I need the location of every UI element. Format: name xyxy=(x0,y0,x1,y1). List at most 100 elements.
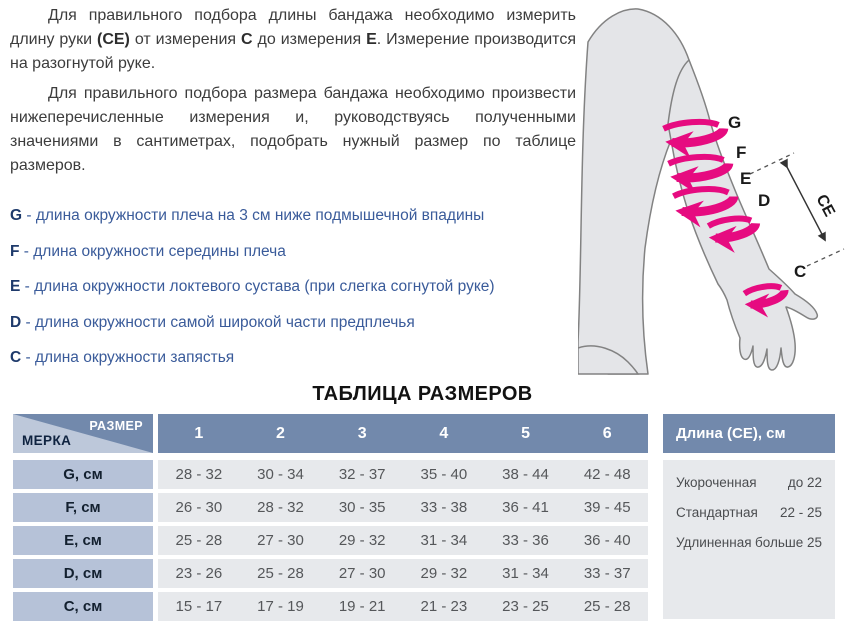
length-row-value: 22 - 25 xyxy=(779,505,822,520)
length-row-label: Стандартная xyxy=(676,505,758,520)
measurement-item-g: G - длина окружности плеча на 3 см ниже … xyxy=(10,205,576,226)
row-label-g: G, см xyxy=(13,460,153,489)
measurement-letter: F xyxy=(10,242,20,260)
cell: 17 - 19 xyxy=(257,598,304,615)
cell: 27 - 30 xyxy=(257,532,304,549)
cell: 31 - 34 xyxy=(502,565,549,582)
measurement-letter: C xyxy=(10,349,22,366)
cell: 29 - 32 xyxy=(420,565,468,582)
size-column-2: 2 xyxy=(276,424,285,442)
measurement-ring-e xyxy=(672,186,739,228)
size-column-6: 6 xyxy=(602,424,612,442)
cell: 25 - 28 xyxy=(583,598,631,615)
ring-label-e: E xyxy=(740,169,751,188)
measurement-list: G - длина окружности плеча на 3 см ниже … xyxy=(10,205,576,368)
intro-p1-text4: . Измерение производится на разогнутой р… xyxy=(10,31,576,72)
table-corner-cell: РАЗМЕР МЕРКА xyxy=(13,414,153,453)
cell: 39 - 45 xyxy=(583,499,631,516)
cell: 30 - 35 xyxy=(338,499,386,516)
dashed-guide-c xyxy=(806,248,845,267)
measurement-text: - длина окружности плеча на 3 см ниже по… xyxy=(22,207,485,224)
intro-p1-ce: (CE) xyxy=(97,31,130,48)
cell: 29 - 32 xyxy=(338,532,386,549)
cell: 23 - 26 xyxy=(175,565,223,582)
cell: 35 - 40 xyxy=(420,466,468,483)
table-row-e: 25 - 28 27 - 30 29 - 32 31 - 34 33 - 36 … xyxy=(158,526,648,555)
table-row-g: 28 - 32 30 - 34 32 - 37 35 - 40 38 - 44 … xyxy=(158,460,648,489)
ring-label-c: C xyxy=(794,262,806,281)
table-row-d: 23 - 26 25 - 28 27 - 30 29 - 32 31 - 34 … xyxy=(158,559,648,588)
measurement-ring-g xyxy=(662,118,729,159)
size-column-header: 1 2 3 4 5 6 xyxy=(158,414,648,453)
cell: 25 - 28 xyxy=(175,532,223,549)
cell: 33 - 37 xyxy=(583,565,631,582)
cell: 26 - 30 xyxy=(175,499,223,516)
size-column-4: 4 xyxy=(439,424,449,442)
measurement-item-e: E - длина окружности локтевого сустава (… xyxy=(10,276,576,297)
cell: 31 - 34 xyxy=(420,532,468,549)
size-column-3: 3 xyxy=(357,424,367,442)
cell: 15 - 17 xyxy=(175,598,223,615)
intro-paragraph-length: Для правильного подбора длины бандажа не… xyxy=(10,4,576,76)
length-row-label: Укороченная xyxy=(676,475,757,490)
table-row-f: 26 - 30 28 - 32 30 - 35 33 - 38 36 - 41 … xyxy=(158,493,648,522)
intro-p1-text: Для правильного подбора длины бандажа не… xyxy=(10,7,576,48)
cell: 38 - 44 xyxy=(502,466,549,483)
intro-p1-e: E xyxy=(366,31,377,48)
ring-label-d: D xyxy=(758,191,770,210)
intro-p1-text2: от измерения xyxy=(129,31,242,48)
length-row-value: до 22 xyxy=(787,475,822,490)
ring-label-g: G xyxy=(728,113,741,132)
measurement-item-c: C - длина окружности запястья xyxy=(10,347,576,368)
cell: 21 - 23 xyxy=(420,598,468,615)
size-column-1: 1 xyxy=(194,424,204,442)
measurement-ring-f xyxy=(667,153,734,194)
cell: 33 - 36 xyxy=(502,532,549,549)
intro-p1-text3: до измерения xyxy=(252,31,367,48)
cell: 30 - 34 xyxy=(257,466,304,483)
measurement-ring-c xyxy=(742,283,789,318)
cell: 25 - 28 xyxy=(257,565,304,582)
measurement-letter: E xyxy=(10,278,21,295)
measurement-letter: G xyxy=(10,207,23,224)
corner-label-razmer: РАЗМЕР xyxy=(89,419,143,433)
hip-silhouette xyxy=(577,345,640,375)
table-row-c: 15 - 17 17 - 19 19 - 21 21 - 23 23 - 25 … xyxy=(158,592,648,621)
length-panel-header: Длина (CE), см xyxy=(663,414,835,453)
length-row-long: Удлиненная больше 25 xyxy=(676,533,822,553)
measurement-item-f: F - длина окружности середины плеча xyxy=(10,241,576,262)
arm-measurement-illustration: CE G F E D C xyxy=(577,0,845,378)
size-column-5: 5 xyxy=(521,424,530,442)
measurement-ring-d xyxy=(706,215,761,253)
cell: 19 - 21 xyxy=(338,598,386,615)
cell: 42 - 48 xyxy=(583,466,631,483)
intro-paragraph-size: Для правильного подбора размера бандажа … xyxy=(10,85,576,174)
measurement-text: - длина окружности самой широкой части п… xyxy=(21,313,415,331)
corner-label-merka: МЕРКА xyxy=(22,433,72,448)
torso-silhouette xyxy=(577,8,703,375)
measurement-item-d: D - длина окружности самой широкой части… xyxy=(10,312,576,333)
measurement-text: - длина окружности запястья xyxy=(21,349,235,366)
ce-dimension-label: CE xyxy=(812,192,838,220)
measurement-text: - длина окружности локтевого сустава (пр… xyxy=(20,278,495,295)
cell: 28 - 32 xyxy=(175,466,223,483)
dashed-guide-e xyxy=(749,152,795,175)
cell: 33 - 38 xyxy=(420,499,468,516)
length-row-standard: Стандартная 22 - 25 xyxy=(676,503,822,523)
cell: 36 - 41 xyxy=(502,499,549,516)
intro-p1-c: C xyxy=(241,31,253,48)
row-label-d: D, см xyxy=(13,559,153,588)
row-label-e: E, см xyxy=(13,526,153,555)
length-row-label: Удлиненная xyxy=(676,535,752,550)
cell: 32 - 37 xyxy=(338,466,386,483)
cell: 36 - 40 xyxy=(583,532,631,549)
length-row-value: больше 25 xyxy=(755,535,822,550)
cell: 28 - 32 xyxy=(257,499,304,516)
cell: 27 - 30 xyxy=(338,565,386,582)
cell: 23 - 25 xyxy=(502,598,549,615)
ce-dimension-arrow xyxy=(779,158,826,242)
size-table-title: ТАБЛИЦА РАЗМЕРОВ xyxy=(312,383,533,405)
intro-text-block: Для правильного подбора длины бандажа не… xyxy=(10,4,576,383)
measurement-letter: D xyxy=(10,313,22,331)
ring-label-f: F xyxy=(736,143,746,162)
